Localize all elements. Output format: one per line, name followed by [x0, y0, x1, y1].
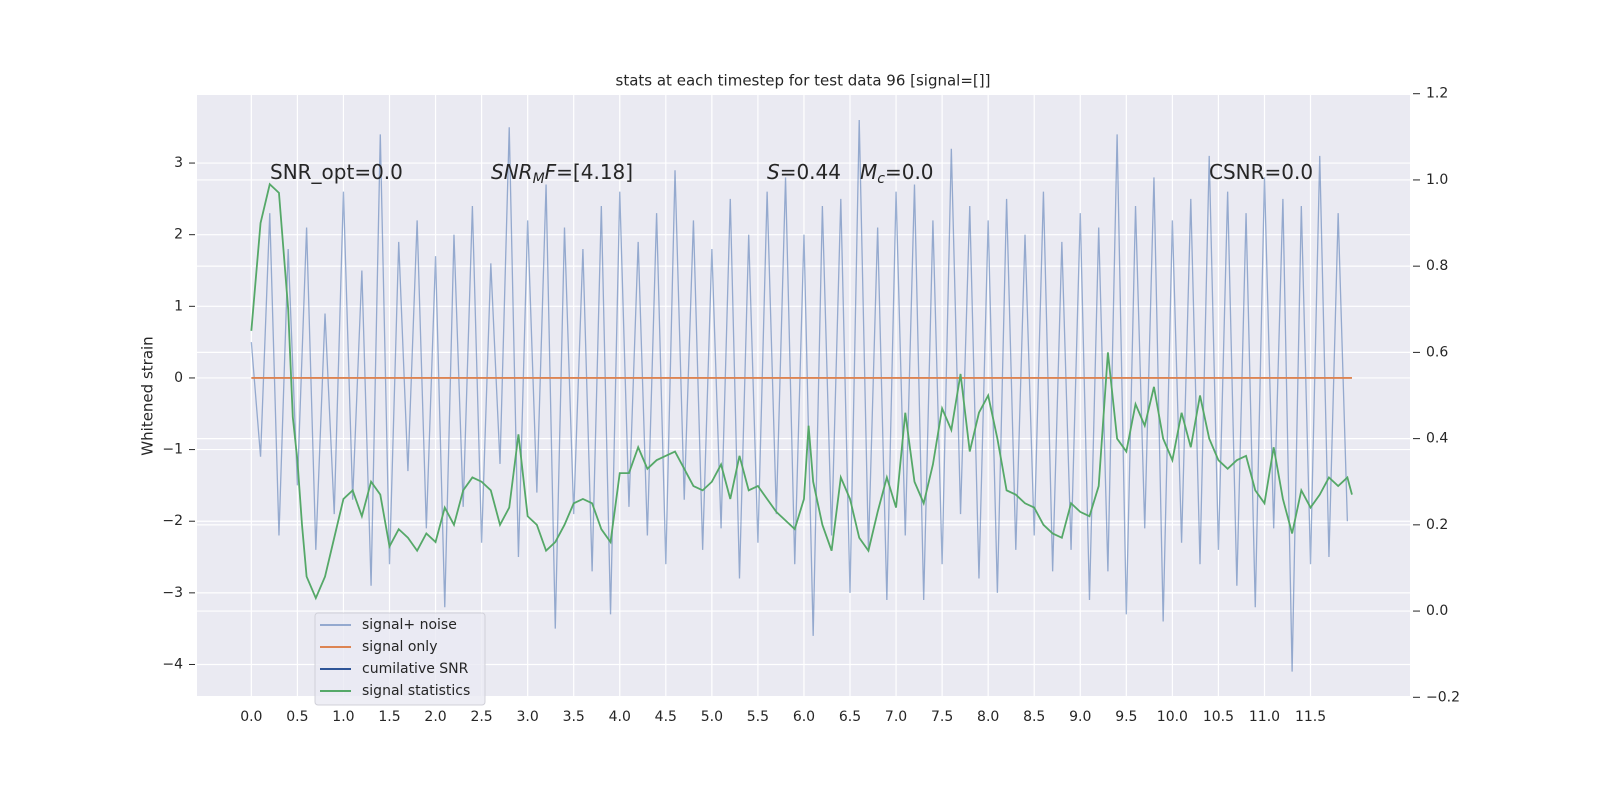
x-tick-label: 8.5	[1023, 709, 1045, 725]
x-tick-label: 0.0	[240, 709, 262, 725]
y2-tick-label: 0.2	[1426, 517, 1448, 533]
annotation: Mc=0.0	[860, 160, 934, 188]
y2-tick-label: 0.0	[1426, 603, 1448, 619]
legend-label: cumilative SNR	[362, 661, 469, 677]
x-tick-label: 10.0	[1157, 709, 1188, 725]
y2-tick-label: 0.8	[1426, 258, 1448, 274]
x-tick-label: 5.5	[747, 709, 769, 725]
legend-label: signal only	[362, 639, 437, 655]
x-tick-label: 1.5	[378, 709, 400, 725]
x-tick-label: 2.5	[470, 709, 492, 725]
annotation-part: SNR	[491, 160, 533, 184]
x-tick-label: 6.5	[839, 709, 861, 725]
series-line	[250, 182, 1353, 601]
annotation: SNRMF=[4.18]	[491, 160, 633, 188]
x-tick-label: 9.5	[1115, 709, 1137, 725]
series-line	[250, 120, 1349, 672]
x-tick-label: 2.0	[424, 709, 446, 725]
annotation-part: CSNR=0.0	[1209, 160, 1313, 184]
annotation-part: M	[860, 160, 877, 184]
x-tick-label: 7.0	[885, 709, 907, 725]
y-tick-label: 0	[174, 370, 183, 386]
y-tick-label: −4	[162, 656, 183, 672]
x-tick-label: 9.0	[1069, 709, 1091, 725]
x-tick-label: 7.5	[931, 709, 953, 725]
annotation-part: c	[877, 171, 885, 187]
x-tick-label: 1.0	[332, 709, 354, 725]
x-tick-label: 11.0	[1249, 709, 1280, 725]
y-tick-label: −3	[162, 585, 183, 601]
x-tick-label: 3.0	[517, 709, 539, 725]
annotation-part: S	[767, 160, 780, 184]
y2-tick-label: 1.0	[1426, 172, 1448, 188]
chart-title: stats at each timestep for test data 96 …	[616, 72, 991, 90]
x-tick-label: 4.0	[609, 709, 631, 725]
y-tick-label: 1	[174, 298, 183, 314]
annotation: S=0.44	[767, 160, 841, 184]
y2-tick-label: 1.2	[1426, 86, 1448, 102]
annotation: CSNR=0.0	[1209, 160, 1313, 184]
x-tick-label: 4.5	[655, 709, 677, 725]
annotation-part: =0.0	[885, 160, 934, 184]
x-tick-label: 3.5	[563, 709, 585, 725]
x-tick-label: 10.5	[1203, 709, 1234, 725]
annotation-part: =0.44	[780, 160, 841, 184]
y-tick-label: 2	[174, 227, 183, 243]
labels: 0.0 0.5 1.0 1.5 2.0 2.5 3.0 3.5 4.0 4.5 5.0 5.5 6.0 6…	[162, 86, 1460, 725]
y-tick-label: −2	[162, 513, 183, 529]
annotation-part: SNR_opt=0.0	[270, 160, 403, 184]
legend-box	[314, 612, 486, 706]
y-tick-label: 3	[174, 155, 183, 171]
legend-label: signal+ noise	[362, 617, 457, 633]
y-tick-label: −1	[162, 442, 183, 458]
marks	[250, 120, 1353, 672]
y-axis-label: Whitened strain	[139, 336, 157, 455]
x-tick-label: 6.0	[793, 709, 815, 725]
x-tick-label: 11.5	[1295, 709, 1326, 725]
x-tick-label: 5.0	[701, 709, 723, 725]
x-tick-label: 8.0	[977, 709, 999, 725]
annotation-part: M	[533, 171, 545, 187]
legend-label: signal statistics	[362, 683, 470, 699]
y2-tick-label: −0.2	[1426, 689, 1460, 705]
y2-tick-label: 0.6	[1426, 344, 1448, 360]
annotation-part: F	[545, 160, 557, 184]
x-tick-label: 0.5	[286, 709, 308, 725]
annotation-part: =[4.18]	[556, 160, 633, 184]
annotation: SNR_opt=0.0	[270, 160, 403, 184]
y2-tick-label: 0.4	[1426, 431, 1448, 447]
